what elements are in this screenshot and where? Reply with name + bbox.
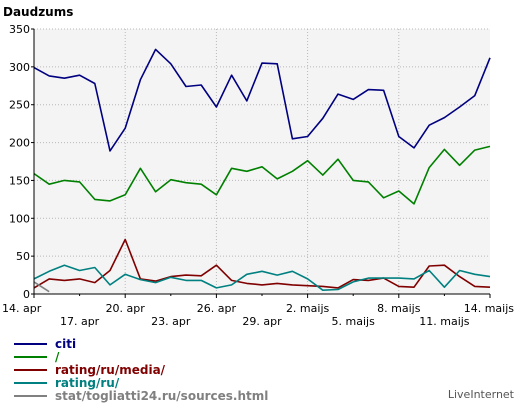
series-line-3 (33, 264, 491, 292)
series-line-2 (33, 238, 491, 289)
y-tick-label: 300 (9, 61, 30, 74)
y-tick-label: 200 (9, 137, 30, 150)
chart-title: Daudzums (3, 5, 73, 19)
y-tick-label: 150 (9, 174, 30, 187)
x-tick-label: 20. apr (106, 302, 146, 315)
series-line-4 (33, 281, 50, 293)
y-axis-ticks: 0 50 100 150 200 250 300 350 (9, 23, 34, 301)
x-tick-label: 14. apr (2, 302, 42, 315)
legend-label-2: rating/ru/media/ (55, 363, 166, 377)
series-lines (33, 48, 491, 293)
plot-area (34, 29, 490, 294)
x-tick-label: 17. apr (60, 315, 100, 328)
series-line-0 (33, 48, 491, 152)
x-tick-label: 11. maijs (419, 315, 470, 328)
y-tick-label: 50 (16, 250, 30, 263)
x-tick-label: 23. apr (151, 315, 191, 328)
legend-label-4: stat/togliatti24.ru/sources.html (55, 389, 268, 403)
y-tick-label: 0 (23, 288, 30, 301)
y-tick-label: 100 (9, 212, 30, 225)
legend-label-1: / (55, 350, 60, 364)
y-tick-label: 250 (9, 99, 30, 112)
brand-label: LiveInternet (448, 388, 515, 401)
x-tick-label: 5. maijs (332, 315, 376, 328)
x-tick-label: 8. maijs (377, 302, 421, 315)
x-tick-label: 14. maijs (464, 302, 515, 315)
series-line-1 (33, 145, 491, 205)
legend-label-3: rating/ru/ (55, 376, 120, 390)
x-tick-label: 2. maijs (286, 302, 330, 315)
legend-label-0: citi (55, 337, 76, 351)
y-tick-label: 350 (9, 23, 30, 36)
legend: citi/rating/ru/media/rating/ru/stat/togl… (14, 337, 268, 403)
x-tick-label: 29. apr (242, 315, 282, 328)
x-axis-ticks: 14. apr 20. apr 26. apr 2. maijs 8. maijs 14.… (2, 294, 514, 328)
x-tick-label: 26. apr (197, 302, 237, 315)
